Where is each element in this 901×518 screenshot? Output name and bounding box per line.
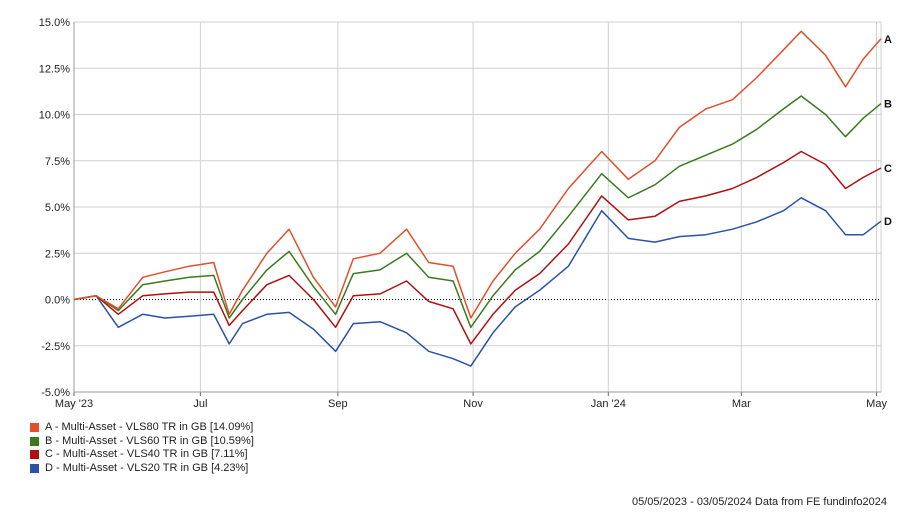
series-line-a — [73, 30, 882, 319]
series-line-c — [73, 150, 882, 345]
series-end-label-b: B — [884, 99, 892, 111]
series-line-b — [73, 95, 882, 329]
x-tick-label: Jul — [193, 398, 207, 410]
legend-label-d: D - Multi-Asset - VLS20 TR in GB [4.23%] — [45, 461, 249, 474]
legend-swatch-a — [30, 423, 39, 433]
legend: A - Multi-Asset - VLS80 TR in GB [14.09%… — [30, 421, 254, 475]
y-tick-label: 7.5% — [45, 156, 70, 168]
legend-label-b: B - Multi-Asset - VLS60 TR in GB [10.59%… — [45, 434, 254, 447]
y-tick-label: 5.0% — [45, 202, 70, 214]
series-end-label-c: C — [884, 163, 892, 175]
y-tick-label: 0.0% — [45, 295, 70, 307]
legend-swatch-c — [30, 450, 39, 460]
x-tick-label: Sep — [328, 398, 348, 410]
grid-lines — [73, 21, 882, 396]
legend-label-c: C - Multi-Asset - VLS40 TR in GB [7.11%] — [45, 448, 248, 460]
x-tick-label: Mar — [732, 398, 751, 410]
series-line-d — [73, 197, 882, 367]
data-source-footer: 05/05/2023 - 03/05/2024 Data from FE fun… — [631, 496, 887, 508]
x-tick-label: Jan '24 — [591, 398, 626, 410]
series-end-label-a: A — [884, 34, 892, 46]
legend-swatch-d — [30, 463, 39, 473]
y-tick-label: 2.5% — [45, 248, 70, 260]
x-tick-label: May '23 — [55, 398, 93, 410]
y-tick-label: 10.0% — [39, 110, 70, 122]
x-tick-label: Nov — [463, 398, 483, 410]
legend-label-a: A - Multi-Asset - VLS80 TR in GB [14.09%… — [45, 421, 254, 433]
y-tick-label: 12.5% — [39, 63, 70, 75]
series-end-label-d: D — [884, 216, 892, 228]
legend-item-c: C - Multi-Asset - VLS40 TR in GB [7.11%] — [30, 448, 254, 462]
series-lines — [73, 30, 882, 367]
legend-item-a: A - Multi-Asset - VLS80 TR in GB [14.09%… — [30, 421, 254, 435]
series-end-labels: A B C D — [884, 34, 892, 228]
legend-swatch-b — [30, 436, 39, 446]
y-tick-label: -2.5% — [41, 341, 70, 353]
y-tick-label: -5.0% — [41, 387, 70, 399]
y-axis-tick-labels: 15.0% 12.5% 10.0% 7.5% 5.0% 2.5% 0.0% -2.5% -5.0… — [39, 17, 70, 399]
x-axis-tick-labels: May '23 Jul Sep Nov Jan '24 Mar May — [55, 398, 888, 410]
legend-item-d: D - Multi-Asset - VLS20 TR in GB [4.23%] — [30, 462, 254, 476]
y-tick-label: 15.0% — [39, 17, 70, 29]
legend-item-b: B - Multi-Asset - VLS60 TR in GB [10.59%… — [30, 435, 254, 449]
x-tick-label: May — [866, 398, 887, 410]
